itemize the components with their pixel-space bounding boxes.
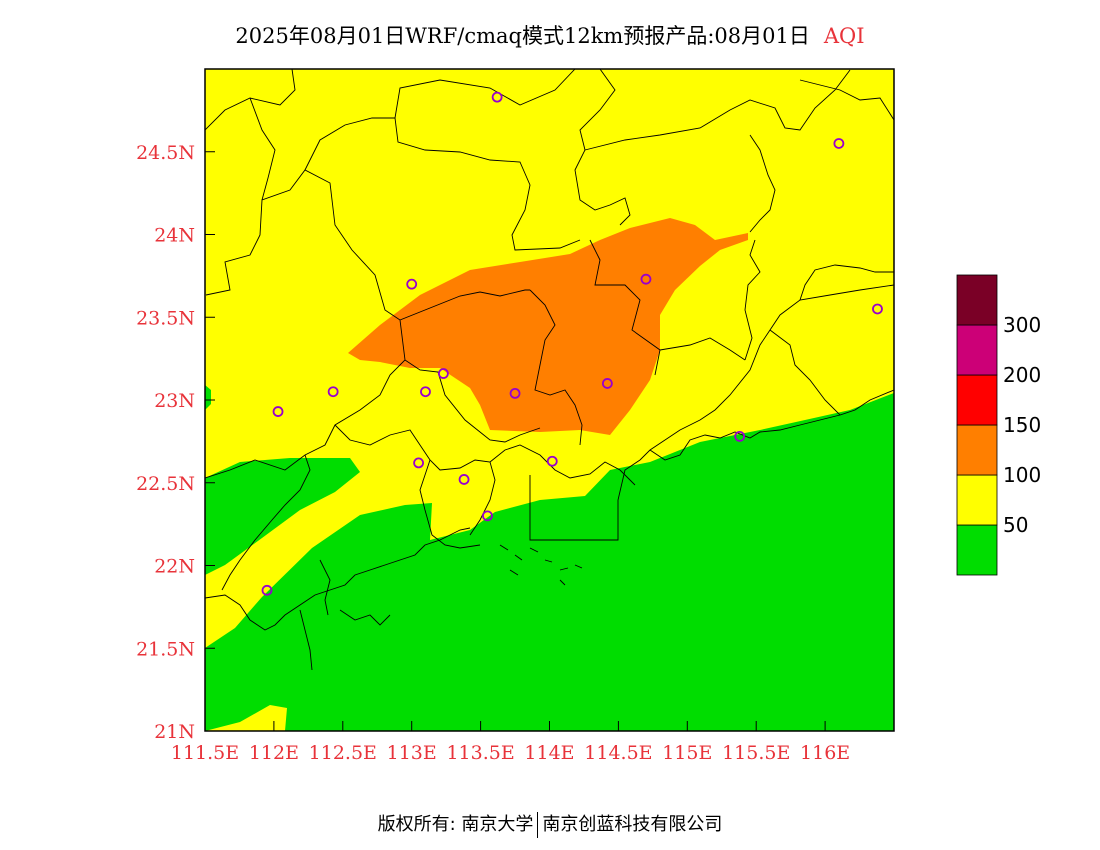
y-tick-label: 23N (154, 390, 195, 412)
station-marker (482, 510, 493, 522)
aqi-zone-orange (348, 218, 748, 435)
station-markers (261, 91, 883, 596)
legend-swatch (956, 274, 998, 326)
x-tick-label: 111.5E (171, 742, 239, 764)
station-marker (491, 91, 503, 103)
x-tick-label: 113E (387, 742, 437, 764)
aqi-zone-green-west (205, 385, 211, 410)
station-marker (872, 303, 883, 315)
y-axis: 21N 21.5N 22N 22.5N 23N 23.5N 24N 24.5N (136, 142, 215, 743)
station-marker (413, 457, 424, 469)
station-marker (601, 378, 613, 389)
legend-swatch (956, 424, 998, 476)
admin-boundaries (205, 69, 894, 671)
legend-swatch (956, 474, 998, 526)
y-tick-label: 21N (154, 721, 195, 743)
station-marker (272, 406, 284, 417)
station-marker (458, 474, 470, 485)
y-tick-label: 24.5N (136, 142, 195, 164)
aqi-legend: 50 100 150 200 300 (956, 274, 1041, 576)
station-marker (261, 584, 273, 596)
x-tick-label: 114.5E (584, 742, 652, 764)
x-tick-label: 112.5E (309, 742, 377, 764)
station-marker (406, 278, 418, 290)
map-title: 2025年08月01日WRF/cmaq模式12km预报产品:08月01日 AQI (0, 20, 1100, 50)
legend-swatch (956, 524, 998, 576)
title-text: 2025年08月01日WRF/cmaq模式12km预报产品:08月01日 (235, 24, 810, 48)
copyright-right: 南京创蓝科技有限公司 (542, 814, 723, 835)
legend-label: 100 (1003, 463, 1041, 487)
y-tick-label: 22N (154, 556, 195, 578)
copyright-left: 版权所有: 南京大学 (377, 814, 534, 835)
legend-swatch (956, 324, 998, 376)
x-tick-label: 115.5E (722, 742, 790, 764)
x-tick-label: 114E (524, 742, 574, 764)
legend-label: 50 (1003, 513, 1028, 537)
footer-separator (537, 812, 539, 838)
x-axis: 111.5E 112E 112.5E 113E 113.5E 114E 114.5E 115E… (171, 721, 850, 764)
station-marker (420, 386, 431, 398)
plot-area (205, 69, 894, 731)
station-marker (640, 273, 652, 285)
station-marker (546, 455, 558, 467)
y-tick-label: 21.5N (136, 638, 195, 660)
station-marker (734, 431, 746, 442)
station-marker (509, 387, 521, 399)
footer: 版权所有: 南京大学 南京创蓝科技有限公司 (0, 810, 1100, 838)
x-tick-label: 112E (249, 742, 299, 764)
x-tick-label: 115E (662, 742, 712, 764)
legend-label: 200 (1003, 363, 1041, 387)
legend-label: 300 (1003, 313, 1041, 337)
y-tick-label: 24N (154, 225, 195, 247)
station-marker (437, 368, 449, 379)
station-marker (327, 386, 339, 398)
station-marker (833, 138, 845, 149)
y-tick-label: 22.5N (136, 473, 195, 495)
x-tick-label: 113.5E (446, 742, 514, 764)
legend-label: 150 (1003, 413, 1041, 437)
aqi-zone-green (205, 393, 894, 731)
variable-label: AQI (823, 24, 865, 48)
legend-swatch (956, 374, 998, 426)
aqi-zone-green-band (205, 458, 360, 575)
x-tick-label: 116E (800, 742, 850, 764)
y-tick-label: 23.5N (136, 307, 195, 329)
